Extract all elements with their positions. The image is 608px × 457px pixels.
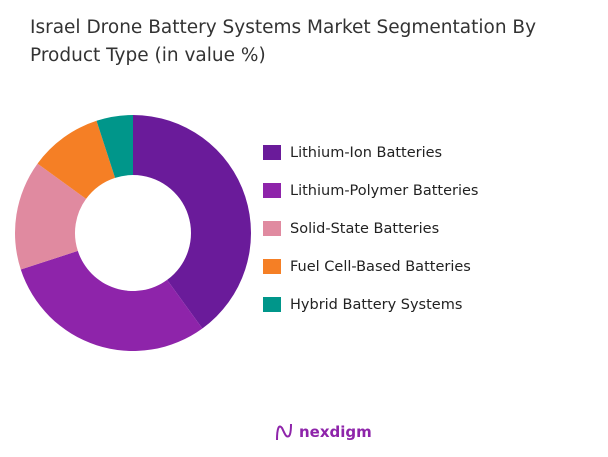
legend-swatch (263, 221, 281, 236)
legend-label: Fuel Cell-Based Batteries (290, 258, 471, 275)
legend-item: Fuel Cell-Based Batteries (263, 257, 478, 276)
legend-item: Lithium-Polymer Batteries (263, 181, 478, 200)
logo-text: nexdigm (299, 423, 372, 441)
slice-lithium-ion-batteries (133, 115, 252, 329)
legend-item: Lithium-Ion Batteries (263, 143, 478, 162)
legend-item: Solid-State Batteries (263, 219, 478, 238)
legend-swatch (263, 145, 281, 160)
legend-swatch (263, 259, 281, 274)
legend-label: Hybrid Battery Systems (290, 296, 463, 313)
legend-item: Hybrid Battery Systems (263, 295, 478, 314)
slice-fuel-cell-based-batteries (37, 120, 116, 199)
chart-title: Israel Drone Battery Systems Market Segm… (30, 17, 537, 66)
nexdigm-logo: nexdigm (274, 422, 372, 442)
nexdigm-logo-icon (276, 423, 292, 441)
slice-lithium-polymer-batteries (20, 250, 203, 351)
slice-hybrid-battery-systems (96, 115, 133, 178)
legend: Lithium-Ion Batteries Lithium-Polymer Bat… (263, 143, 478, 333)
legend-label: Lithium-Ion Batteries (290, 144, 443, 161)
legend-label: Lithium-Polymer Batteries (290, 182, 479, 199)
slice-solid-state-batteries (14, 163, 87, 270)
legend-swatch (263, 297, 281, 312)
legend-label: Solid-State Batteries (290, 220, 440, 237)
legend-swatch (263, 183, 281, 198)
